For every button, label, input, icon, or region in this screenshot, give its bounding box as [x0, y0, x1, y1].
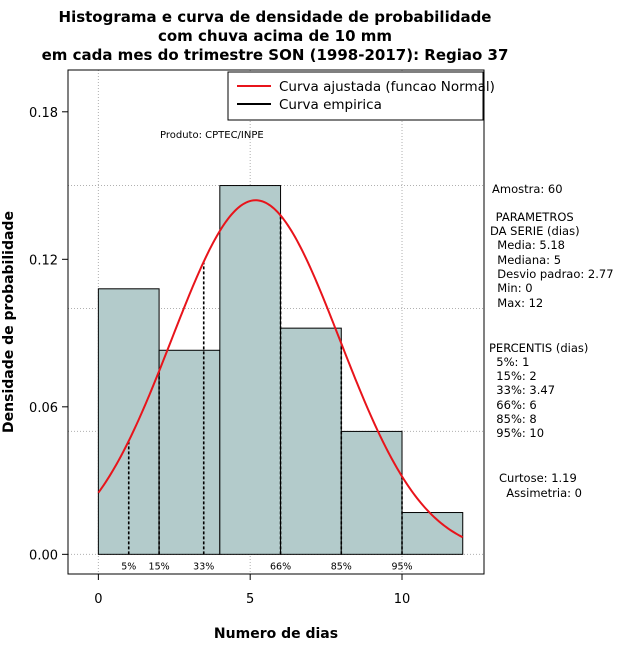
stats-params-heading: PARAMETROS	[492, 210, 574, 224]
stats-mean: Media: 5.18	[490, 238, 565, 252]
stats-panel: Amostra: 60 PARAMETROS DA SERIE (dias) M…	[489, 182, 614, 500]
histogram-bar-5	[401, 512, 464, 555]
histogram-bar-0	[97, 288, 160, 555]
histogram-bar-1	[158, 349, 221, 555]
histogram-bar-3	[280, 327, 342, 555]
legend-label-normal: Curva ajustada (funcao Normal)	[279, 79, 495, 95]
legend-label-empirical: Curva empirica	[279, 97, 382, 113]
stats-sample: Amostra: 60	[492, 182, 563, 196]
stats-median: Mediana: 5	[490, 253, 561, 267]
percentile-label-2: 33%	[193, 561, 214, 572]
y-axis: 0.00 0.06 0.12 0.18	[29, 106, 68, 563]
y-tick-label-2: 0.12	[29, 253, 58, 268]
chart-title-line-1: Histograma e curva de densidade de proba…	[59, 8, 492, 26]
normal-curve	[97, 199, 464, 539]
stats-p95: 95%: 10	[489, 426, 544, 440]
stats-min: Min: 0	[490, 281, 533, 295]
plot-frame	[67, 69, 485, 575]
stats-params-subheading: DA SERIE (dias)	[490, 224, 580, 238]
chart-title-line-2: com chuva acima de 10 mm	[158, 27, 392, 45]
percentile-label-0: 5%	[121, 561, 136, 572]
histogram-bar-4	[340, 430, 403, 555]
percentile-label-4: 85%	[331, 561, 352, 572]
percentile-label-5: 95%	[391, 561, 412, 572]
legend-box	[227, 71, 484, 121]
x-tick-label-0: 0	[94, 592, 102, 607]
stats-sd: Desvio padrao: 2.77	[490, 267, 614, 281]
stats-kurtosis: Curtose: 1.19	[499, 471, 577, 485]
y-tick-label-0: 0.00	[29, 548, 58, 563]
stats-skewness: Assimetria: 0	[499, 486, 582, 500]
stats-p66: 66%: 6	[489, 398, 537, 412]
chart-title-line-3: em cada mes do trimestre SON (1998-2017)…	[42, 46, 509, 64]
product-annotation: Produto: CPTEC/INPE	[160, 130, 264, 141]
stats-p5: 5%: 1	[489, 355, 529, 369]
stats-max: Max: 12	[490, 296, 543, 310]
stats-percentis-heading: PERCENTIS (dias)	[489, 341, 588, 355]
histogram-bar-2	[219, 185, 282, 555]
stats-p85: 85%: 8	[489, 412, 537, 426]
x-axis: 0 5 10	[94, 574, 410, 607]
y-axis-label: Densidade de probabilidade	[1, 211, 17, 433]
percentile-lines: 5% 15% 33% 66% 85% 95%	[121, 215, 413, 572]
stats-p33: 33%: 3.47	[489, 383, 555, 397]
x-tick-label-2: 10	[394, 592, 411, 607]
x-tick-label-1: 5	[246, 592, 254, 607]
histogram-bars	[97, 185, 464, 555]
legend: Curva ajustada (funcao Normal) Curva emp…	[227, 71, 495, 121]
x-axis-label: Numero de dias	[214, 626, 338, 642]
percentile-label-1: 15%	[149, 561, 170, 572]
y-tick-label-1: 0.06	[29, 401, 58, 416]
percentile-label-3: 66%	[270, 561, 291, 572]
stats-p15: 15%: 2	[489, 369, 537, 383]
y-tick-label-3: 0.18	[29, 106, 58, 121]
